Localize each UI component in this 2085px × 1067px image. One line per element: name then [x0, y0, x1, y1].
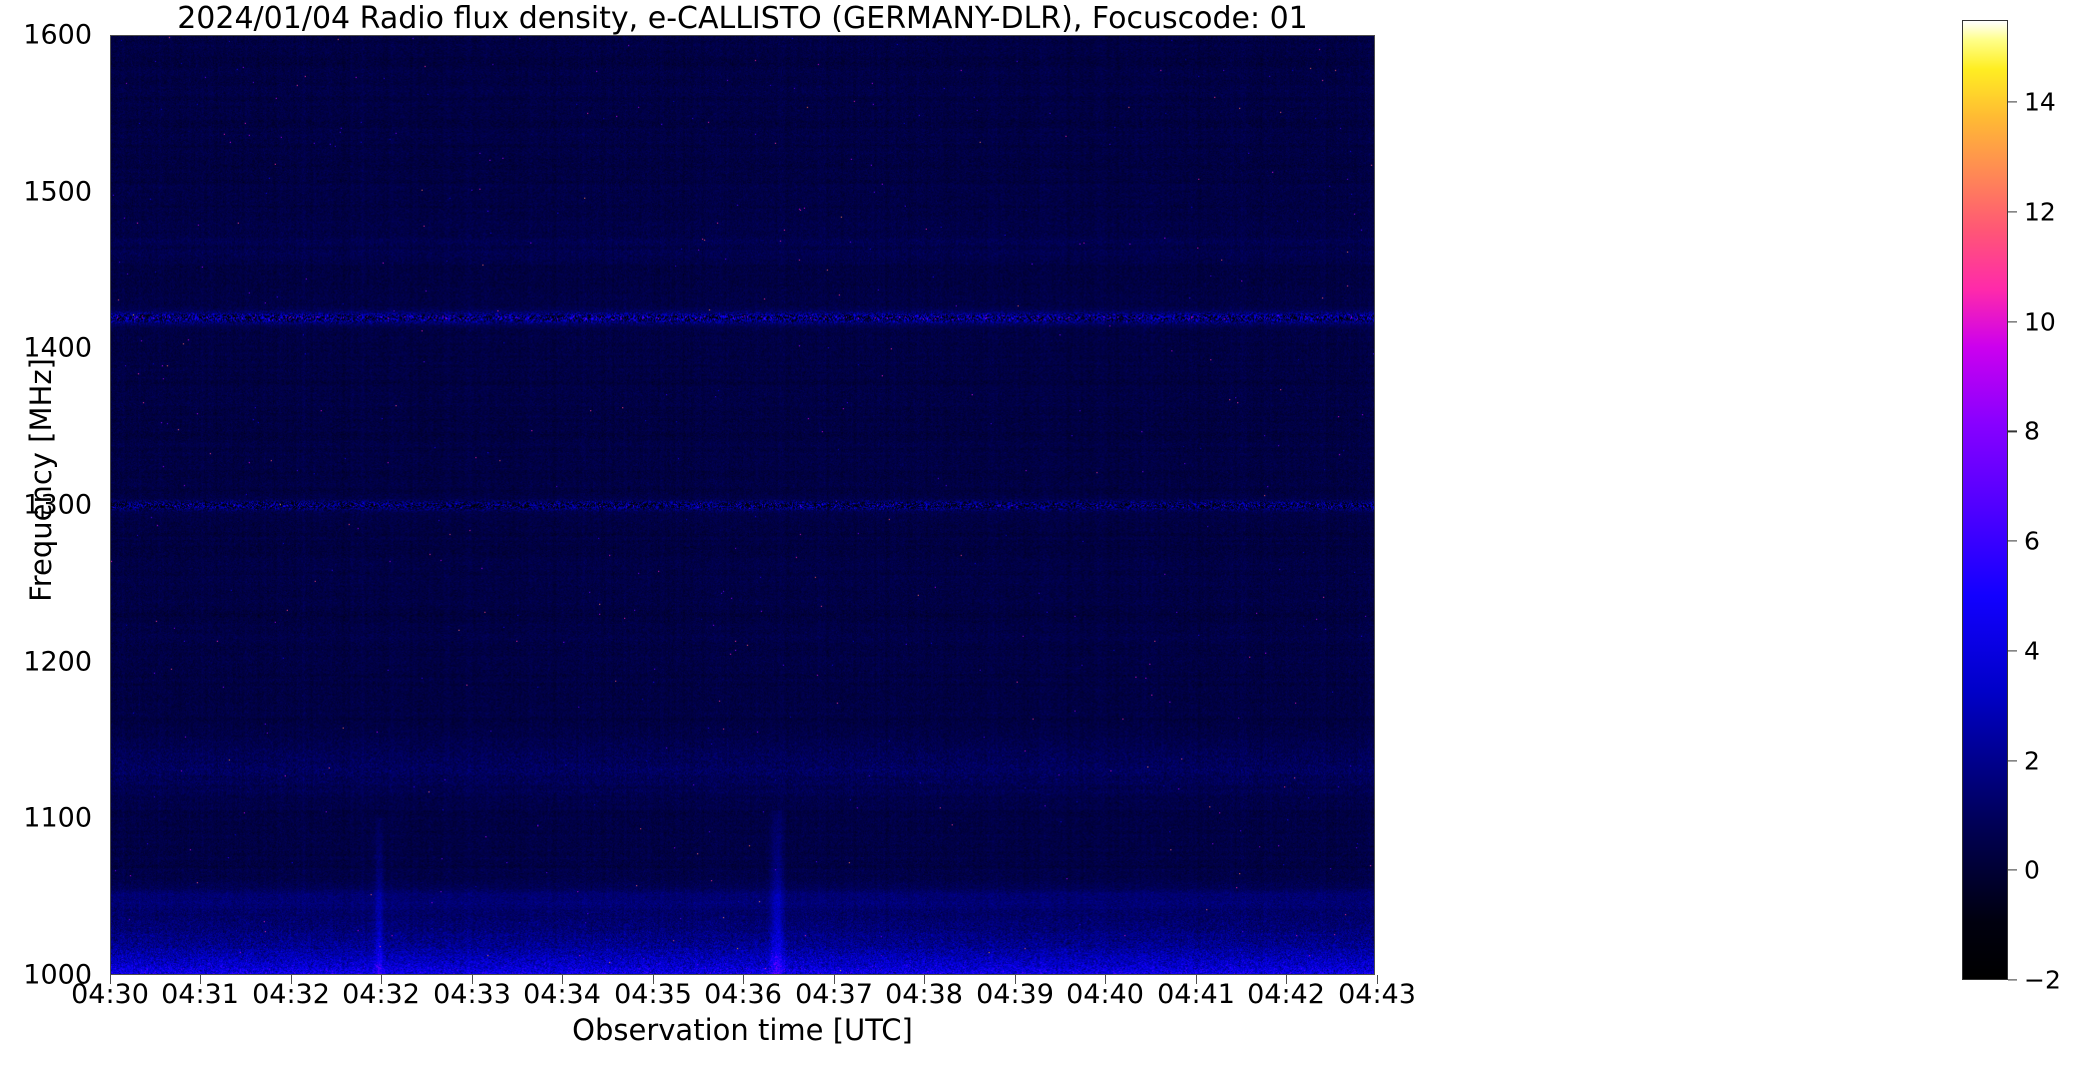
x-tick-mark	[1015, 975, 1017, 984]
colorbar	[1962, 20, 2008, 980]
y-tick-label: 1200	[23, 646, 92, 678]
x-tick-label: 04:34	[523, 979, 601, 1010]
colorbar-tick-mark	[2008, 430, 2017, 433]
colorbar-tick-label: 14	[2024, 87, 2056, 117]
colorbar-tick-label: −2	[2024, 965, 2061, 995]
x-tick-mark	[562, 975, 564, 984]
x-tick-mark	[653, 975, 655, 984]
x-axis-label: Observation time [UTC]	[572, 1013, 913, 1047]
x-tick-label: 04:32	[342, 979, 420, 1010]
x-tick-mark	[924, 975, 926, 984]
colorbar-tick-label: 6	[2024, 526, 2040, 556]
x-tick-mark	[834, 975, 836, 984]
colorbar-tick-mark	[2008, 650, 2017, 652]
colorbar-tick-mark	[2008, 211, 2017, 213]
colorbar-tick-label: 0	[2024, 855, 2040, 885]
x-tick-label: 04:33	[433, 979, 511, 1010]
x-tick-label: 04:43	[1338, 979, 1416, 1010]
x-tick-label: 04:30	[71, 979, 149, 1010]
x-tick-mark	[1286, 975, 1288, 984]
x-tick-mark	[200, 975, 202, 984]
colorbar-tick-label: 10	[2024, 307, 2056, 337]
plot-area	[110, 35, 1375, 975]
y-tick-label: 1500	[23, 176, 92, 208]
y-tick-label: 1000	[23, 959, 92, 991]
colorbar-tick-label: 2	[2024, 746, 2040, 776]
x-tick-mark	[1196, 975, 1198, 984]
colorbar-gradient	[1963, 21, 2007, 979]
colorbar-tick-label: 12	[2024, 197, 2056, 227]
x-tick-label: 04:41	[1157, 979, 1235, 1010]
x-tick-label: 04:37	[795, 979, 873, 1010]
x-tick-mark	[1377, 975, 1379, 984]
y-tick-label: 1300	[23, 489, 92, 521]
x-axis: 04:30 04:31 04:32 04:32 04:33 04:34 04:35 04:36…	[0, 975, 2085, 1035]
y-axis: Frequency [MHz] 1600 1500 1400 1300 1200 1100…	[0, 0, 110, 1067]
x-tick-mark	[1105, 975, 1107, 984]
colorbar-tick-mark	[2008, 979, 2017, 981]
y-tick-label: 1400	[23, 332, 92, 364]
x-tick-label: 04:38	[885, 979, 963, 1010]
x-tick-mark	[110, 975, 112, 984]
colorbar-tick-mark	[2008, 540, 2017, 542]
x-tick-mark	[743, 975, 745, 984]
colorbar-tick-mark	[2008, 869, 2017, 871]
x-tick-label: 04:39	[976, 979, 1054, 1010]
colorbar-tick-label: 8	[2024, 416, 2040, 446]
colorbar-tick-mark	[2008, 759, 2017, 762]
x-tick-mark	[381, 975, 383, 984]
y-tick-label: 1100	[23, 802, 92, 834]
page-title: 2024/01/04 Radio flux density, e-CALLIST…	[177, 1, 1308, 36]
x-tick-label: 04:32	[252, 979, 330, 1010]
x-tick-label: 04:40	[1066, 979, 1144, 1010]
x-tick-label: 04:31	[161, 979, 239, 1010]
x-tick-mark	[472, 975, 474, 984]
colorbar-tick-label: 4	[2024, 636, 2040, 666]
colorbar-tick-mark	[2008, 101, 2017, 103]
x-tick-label: 04:42	[1247, 979, 1325, 1010]
y-tick-label: 1600	[23, 19, 92, 51]
x-tick-label: 04:36	[704, 979, 782, 1010]
x-tick-mark	[291, 975, 293, 984]
x-tick-label: 04:35	[614, 979, 692, 1010]
colorbar-tick-mark	[2008, 321, 2017, 323]
spectrogram-heatmap	[111, 36, 1374, 974]
